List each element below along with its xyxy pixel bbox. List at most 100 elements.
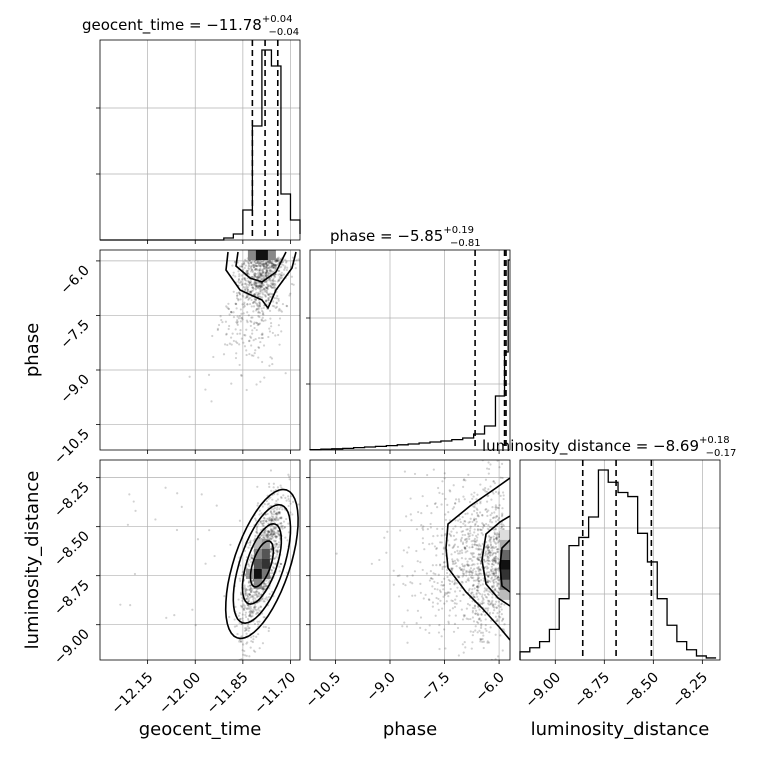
sample-point bbox=[492, 528, 496, 531]
sample-point bbox=[261, 587, 264, 590]
sample-point bbox=[269, 576, 273, 579]
sample-point bbox=[493, 559, 497, 563]
sample-point bbox=[464, 547, 467, 550]
sample-point bbox=[264, 585, 267, 588]
sample-point bbox=[261, 642, 265, 645]
sample-point bbox=[253, 352, 256, 355]
sample-point bbox=[273, 280, 277, 283]
sample-point bbox=[486, 609, 489, 612]
sample-point bbox=[253, 605, 256, 608]
sample-point bbox=[483, 593, 487, 596]
panel-frame bbox=[519, 459, 721, 661]
sample-point bbox=[452, 484, 455, 487]
sample-point bbox=[497, 604, 500, 607]
sample-point bbox=[497, 540, 500, 543]
sample-point bbox=[490, 601, 493, 604]
sample-point bbox=[444, 565, 447, 568]
sample-point bbox=[489, 538, 492, 541]
sample-point bbox=[248, 281, 251, 284]
sample-point bbox=[247, 273, 251, 276]
sample-point bbox=[244, 592, 247, 595]
sample-point bbox=[250, 298, 253, 302]
sample-point bbox=[280, 525, 283, 528]
sample-point bbox=[501, 528, 504, 531]
sample-point bbox=[261, 293, 265, 296]
sample-point bbox=[452, 534, 455, 537]
sample-point bbox=[263, 533, 266, 537]
sample-point bbox=[460, 530, 463, 533]
sample-point bbox=[258, 261, 261, 264]
sample-point bbox=[475, 511, 479, 515]
sample-point bbox=[253, 591, 256, 594]
sample-point bbox=[402, 549, 405, 552]
sample-point bbox=[261, 274, 265, 277]
sample-point bbox=[497, 593, 501, 597]
panel-frame bbox=[99, 39, 301, 241]
density-block bbox=[261, 568, 270, 579]
sample-point bbox=[494, 508, 497, 511]
sample-point bbox=[444, 532, 447, 536]
sample-point bbox=[245, 328, 248, 331]
sample-point bbox=[262, 313, 265, 316]
sample-point bbox=[498, 610, 501, 613]
sample-point bbox=[251, 301, 255, 305]
sample-point bbox=[264, 286, 267, 289]
sample-point bbox=[502, 497, 505, 501]
sample-point bbox=[254, 517, 257, 520]
sample-point bbox=[262, 306, 265, 309]
sample-point bbox=[238, 291, 241, 294]
sample-point bbox=[200, 493, 203, 496]
sample-point bbox=[468, 546, 471, 549]
sample-point bbox=[245, 632, 248, 635]
sample-point bbox=[239, 640, 243, 643]
sample-point bbox=[473, 519, 476, 522]
sample-point bbox=[419, 591, 422, 594]
sample-point bbox=[489, 544, 493, 547]
sample-point bbox=[246, 607, 249, 610]
sample-point bbox=[280, 522, 283, 525]
sample-point bbox=[230, 310, 233, 314]
sample-point bbox=[467, 532, 470, 535]
sample-point bbox=[498, 504, 501, 507]
sample-point bbox=[247, 284, 251, 287]
sample-point bbox=[256, 272, 259, 275]
sample-point bbox=[243, 305, 246, 308]
sample-point bbox=[478, 572, 481, 575]
sample-point bbox=[258, 536, 262, 539]
sample-point bbox=[251, 610, 254, 613]
sample-point bbox=[441, 607, 444, 610]
sample-point bbox=[453, 583, 456, 586]
sample-point bbox=[274, 273, 277, 276]
sample-point bbox=[484, 560, 487, 563]
sample-point bbox=[447, 591, 450, 594]
sample-point bbox=[497, 506, 500, 510]
density-block bbox=[253, 538, 262, 549]
sample-point bbox=[277, 529, 280, 533]
sample-point bbox=[471, 572, 474, 575]
sample-point bbox=[473, 537, 477, 540]
sample-point bbox=[236, 323, 239, 326]
sample-point bbox=[274, 264, 277, 267]
sample-point bbox=[276, 550, 279, 553]
sample-point bbox=[275, 499, 278, 503]
sample-point bbox=[252, 263, 255, 266]
sample-point bbox=[274, 259, 277, 262]
sample-point bbox=[251, 556, 254, 559]
sample-point bbox=[462, 615, 466, 618]
sample-point bbox=[494, 504, 497, 507]
sample-point bbox=[480, 595, 484, 598]
sample-point bbox=[477, 544, 480, 548]
sample-point bbox=[250, 590, 253, 594]
sample-point bbox=[234, 605, 237, 609]
sample-point bbox=[249, 584, 252, 587]
sample-point bbox=[501, 507, 504, 510]
sample-point bbox=[483, 489, 486, 492]
sample-point bbox=[274, 535, 277, 538]
sample-point bbox=[466, 563, 469, 566]
sample-point bbox=[271, 529, 274, 532]
sample-point bbox=[421, 537, 424, 540]
sample-point bbox=[287, 495, 290, 498]
sample-point bbox=[235, 624, 238, 628]
sample-point bbox=[242, 312, 245, 315]
sample-point bbox=[494, 528, 497, 531]
